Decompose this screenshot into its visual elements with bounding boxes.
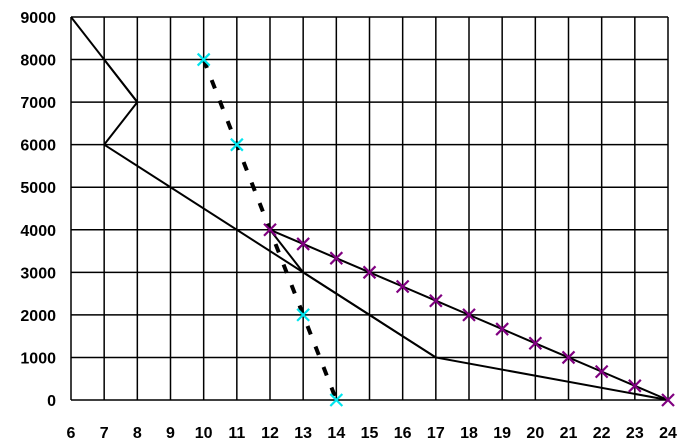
x-tick-label: 11 [228,425,245,442]
data-point-stroke [594,364,609,379]
y-tick-label: 2000 [20,308,56,325]
x-tick-label: 23 [626,425,644,442]
x-tick-label: 16 [394,425,412,442]
series-line-1 [70,16,669,401]
data-point-stroke [196,52,211,67]
x-tick-label: 15 [361,425,379,442]
x-tick-label: 20 [526,425,544,442]
data-point-stroke [395,279,410,294]
x-tick-label: 10 [195,425,213,442]
data-point [263,222,277,237]
y-tick-label: 5000 [20,180,56,197]
series-markers [196,52,675,407]
x-tick-label: 6 [67,425,76,442]
data-point [429,293,443,308]
grid [70,16,669,401]
y-tick-label: 4000 [20,223,56,240]
data-point [628,379,642,393]
y-tick-label: 1000 [20,350,56,367]
x-tick-label: 24 [659,425,677,442]
series-line-3 [269,229,437,359]
x-tick-label: 21 [560,425,578,442]
x-tick-label: 17 [427,425,445,442]
data-point-stroke [296,237,310,251]
y-tick-label: 8000 [20,53,56,70]
data-point-stroke [429,293,443,308]
data-point [395,279,410,294]
x-tick-label: 19 [493,425,511,442]
y-tick-label: 9000 [20,10,56,27]
data-point [561,350,576,365]
x-tick-label: 9 [166,425,175,442]
data-point-stroke [628,379,642,393]
data-point [661,393,675,407]
data-point-stroke [362,265,377,280]
data-point-stroke [296,308,310,322]
x-tick-label: 14 [327,425,345,442]
x-tick-label: 8 [133,425,142,442]
data-point-stroke [495,322,509,336]
data-point [296,237,310,251]
data-point-stroke [263,222,277,237]
x-tick-label: 22 [593,425,611,442]
data-point [495,322,509,336]
y-tick-label: 6000 [20,138,56,155]
data-point [528,336,543,351]
x-tick-label: 13 [294,425,312,442]
data-point [196,52,211,67]
x-tick-label: 7 [100,425,109,442]
y-tick-label: 7000 [20,95,56,112]
data-point [329,393,344,407]
data-point-stroke [462,308,476,322]
data-point [594,364,609,379]
data-point [362,265,377,280]
y-axis-ticks: 0 1000 2000 3000 4000 5000 6000 7000 8000 9000 [20,10,56,410]
data-point [230,137,244,152]
x-tick-label: 18 [460,425,478,442]
y-tick-label: 3000 [20,265,56,282]
series-line-2 [103,58,139,103]
data-point [329,251,344,265]
data-point-stroke [661,393,675,407]
data-point-stroke [329,251,344,265]
data-point-stroke [230,137,244,152]
x-tick-label: 12 [261,425,279,442]
data-point-stroke [561,350,576,365]
data-point-stroke [329,393,344,407]
y-tick-label: 0 [47,393,56,410]
data-point [296,308,310,322]
x-axis-ticks: 6 7 8 9 10 11 12 13 14 15 16 17 18 19 20 21 22 23 24 [67,425,677,442]
data-point [462,308,476,322]
data-point-stroke [528,336,543,351]
